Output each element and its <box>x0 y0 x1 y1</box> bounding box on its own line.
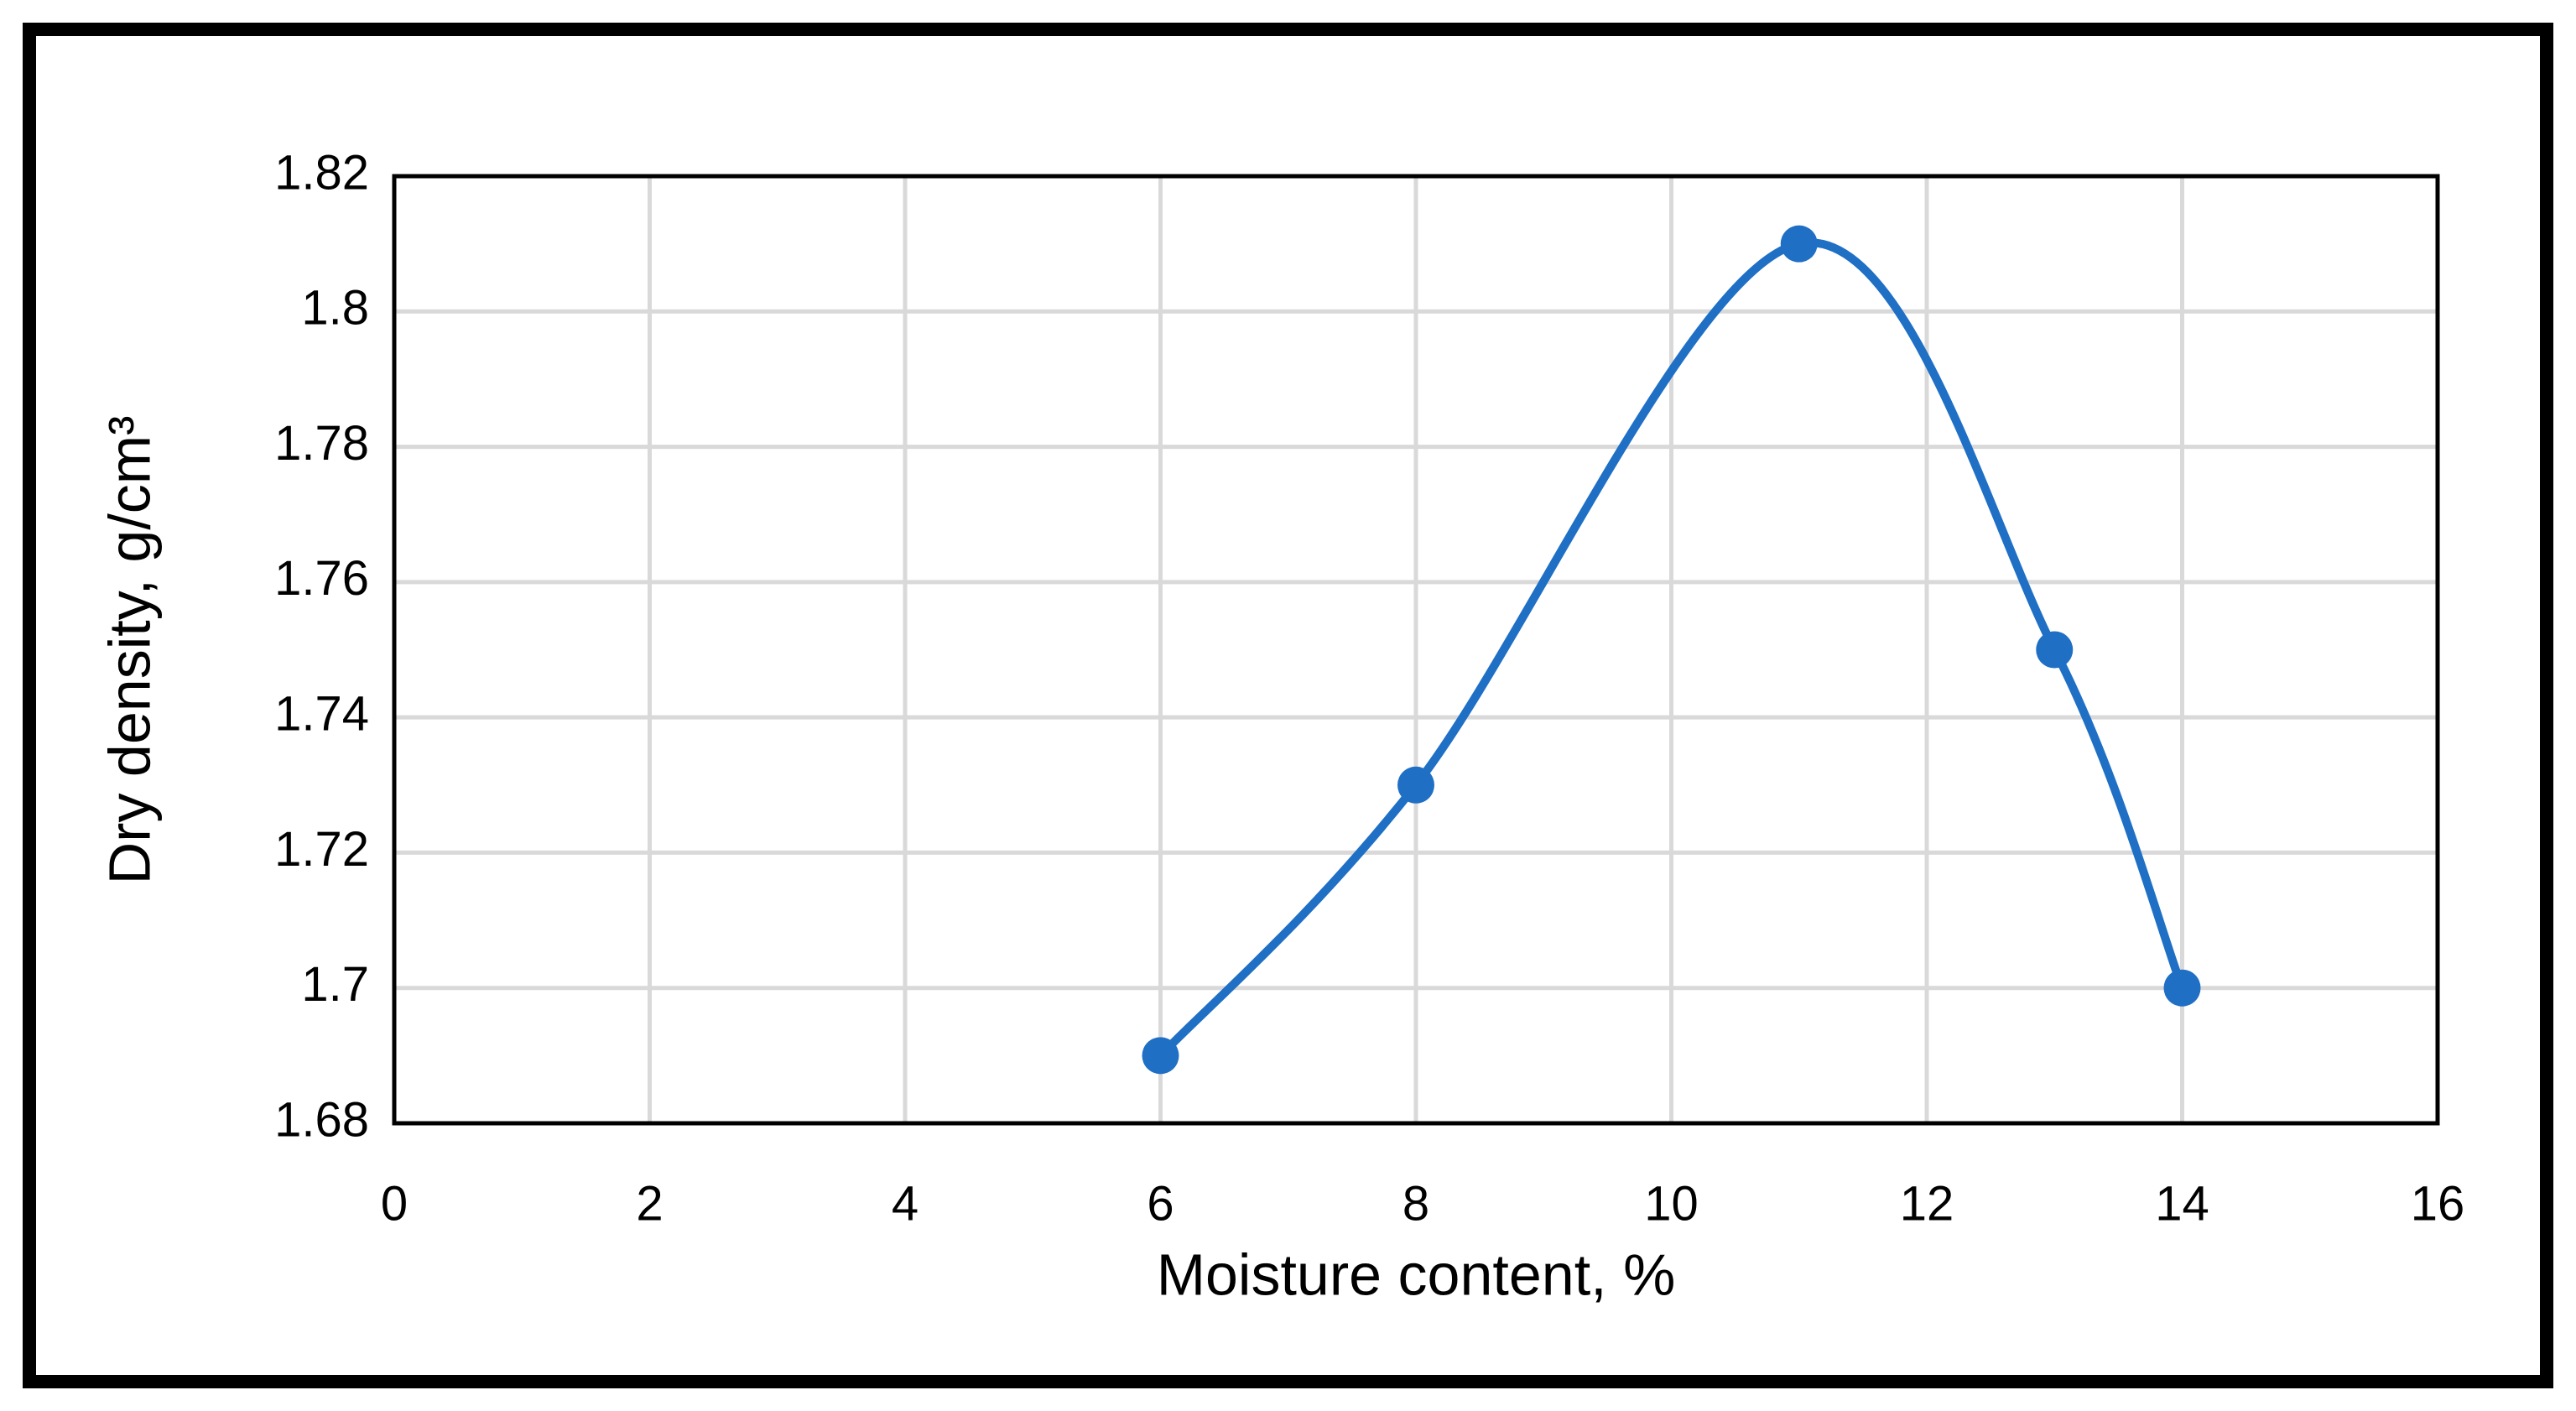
y-tick-label: 1.74 <box>274 686 369 741</box>
x-tick-label: 4 <box>892 1176 919 1231</box>
y-tick-label: 1.78 <box>274 416 369 471</box>
y-tick-label: 1.76 <box>274 551 369 606</box>
plot-frame <box>392 174 2440 1126</box>
x-tick-label: 0 <box>381 1176 408 1231</box>
x-axis-title: Moisture content, % <box>1157 1242 1676 1307</box>
x-tick-label: 10 <box>1644 1176 1699 1231</box>
x-tick-label: 14 <box>2155 1176 2209 1231</box>
y-tick-label: 1.7 <box>301 957 369 1012</box>
y-axis-title: Dry density, g/cm³ <box>96 416 162 885</box>
outer-border <box>23 23 2553 1388</box>
point <box>1397 766 1434 804</box>
x-tick-label: 8 <box>1402 1176 1429 1231</box>
point <box>1142 1037 1179 1075</box>
x-tick-label: 2 <box>636 1176 663 1231</box>
y-tick-label: 1.82 <box>274 145 369 200</box>
x-tick-label: 16 <box>2411 1176 2465 1231</box>
point <box>2163 969 2201 1007</box>
y-tick-label: 1.68 <box>274 1092 369 1147</box>
x-tick-label: 12 <box>1900 1176 1954 1231</box>
y-tick-label: 1.72 <box>274 822 369 877</box>
y-tick-label: 1.8 <box>301 281 369 336</box>
point <box>1780 225 1818 263</box>
point <box>2036 631 2074 669</box>
x-tick-label: 6 <box>1147 1176 1174 1231</box>
